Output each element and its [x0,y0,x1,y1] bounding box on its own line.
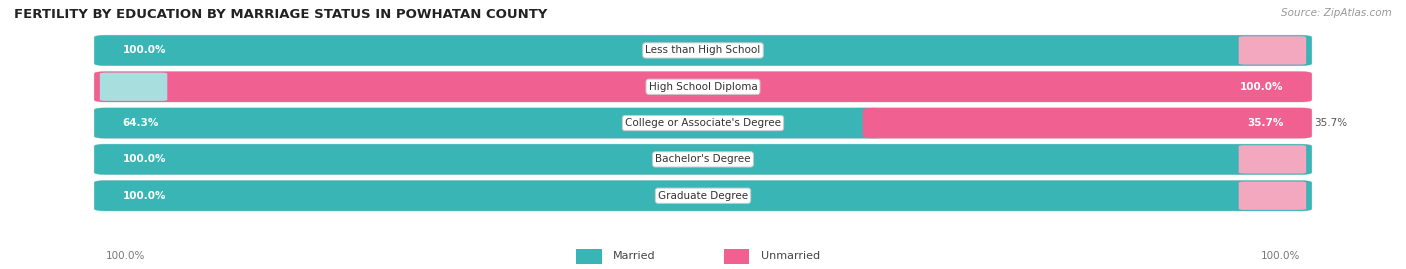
Text: Source: ZipAtlas.com: Source: ZipAtlas.com [1281,8,1392,18]
Text: 100.0%: 100.0% [1240,82,1284,92]
FancyBboxPatch shape [94,180,1312,211]
FancyBboxPatch shape [1239,145,1306,174]
Text: 35.7%: 35.7% [1315,118,1348,128]
FancyBboxPatch shape [724,249,749,264]
Text: 64.3%: 64.3% [122,118,159,128]
Text: Unmarried: Unmarried [761,251,820,261]
Text: 100.0%: 100.0% [1261,250,1301,261]
Text: Bachelor's Degree: Bachelor's Degree [655,154,751,164]
FancyBboxPatch shape [94,72,1312,102]
Text: High School Diploma: High School Diploma [648,82,758,92]
Text: Married: Married [613,251,655,261]
FancyBboxPatch shape [94,144,1312,175]
Text: Graduate Degree: Graduate Degree [658,191,748,201]
Text: 0.0%: 0.0% [717,45,744,55]
Text: 35.7%: 35.7% [1247,118,1284,128]
Text: 100.0%: 100.0% [122,154,166,164]
Text: 0.0%: 0.0% [662,82,689,92]
Text: 0.0%: 0.0% [717,191,744,201]
FancyBboxPatch shape [94,180,1312,211]
Text: 100.0%: 100.0% [105,250,145,261]
FancyBboxPatch shape [576,249,602,264]
FancyBboxPatch shape [1239,36,1306,65]
FancyBboxPatch shape [94,72,1312,102]
Text: FERTILITY BY EDUCATION BY MARRIAGE STATUS IN POWHATAN COUNTY: FERTILITY BY EDUCATION BY MARRIAGE STATU… [14,8,547,21]
FancyBboxPatch shape [94,108,1312,138]
FancyBboxPatch shape [94,35,1312,66]
FancyBboxPatch shape [94,108,886,138]
FancyBboxPatch shape [100,73,167,101]
FancyBboxPatch shape [1239,182,1306,210]
Text: Less than High School: Less than High School [645,45,761,55]
Text: College or Associate's Degree: College or Associate's Degree [626,118,780,128]
Text: 100.0%: 100.0% [122,45,166,55]
FancyBboxPatch shape [94,35,1312,66]
Text: 0.0%: 0.0% [717,154,744,164]
Text: 100.0%: 100.0% [122,191,166,201]
FancyBboxPatch shape [863,108,1312,138]
FancyBboxPatch shape [94,144,1312,175]
